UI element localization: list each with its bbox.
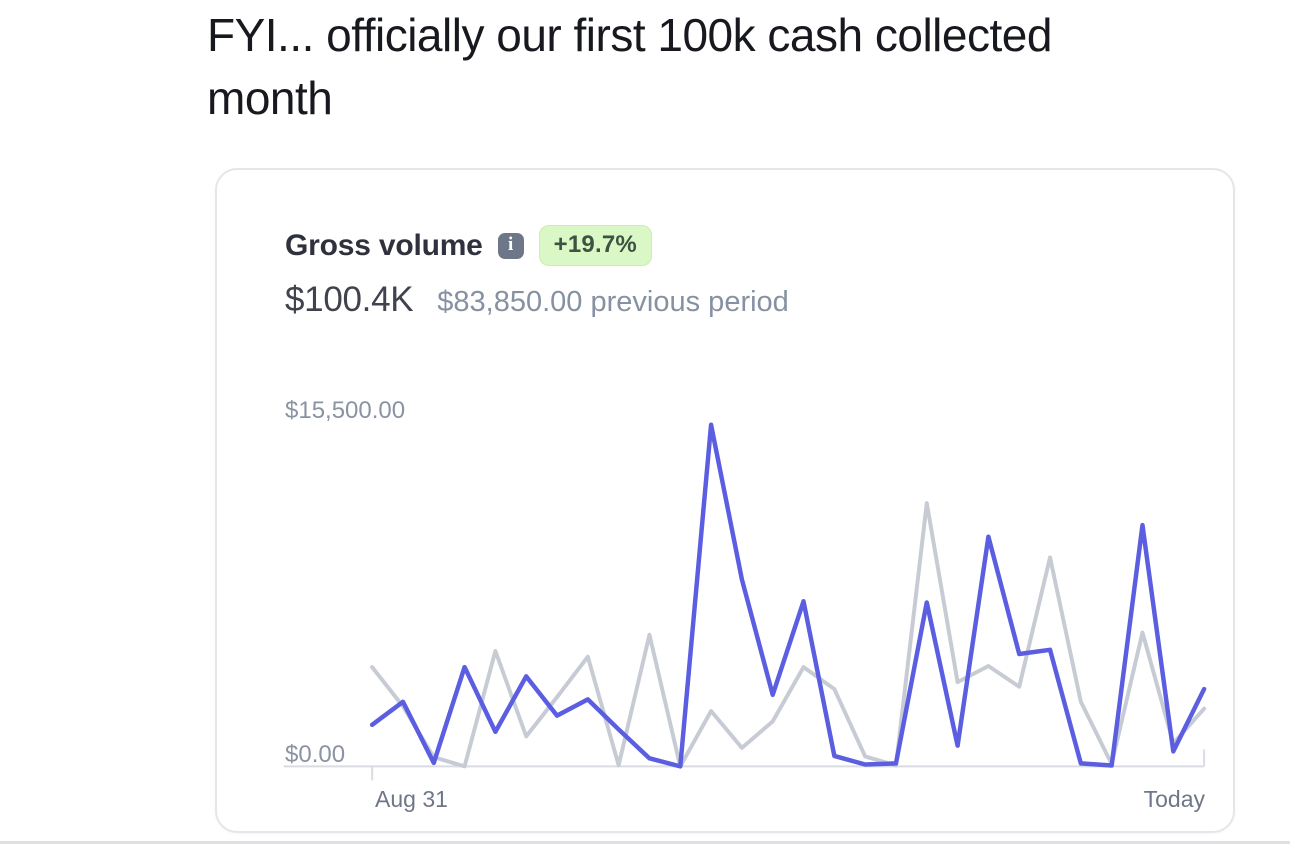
- info-icon[interactable]: i: [497, 232, 524, 259]
- previous-total: $83,850.00: [437, 286, 583, 318]
- metric-row: $100.4K $83,850.00 previous period: [285, 280, 789, 320]
- current-period-line: [369, 422, 1207, 769]
- metric-title: Gross volume: [285, 228, 483, 262]
- previous-suffix: previous period: [590, 286, 789, 318]
- x-axis-start-label: Aug 31: [375, 786, 448, 812]
- previous-period-text: $83,850.00 previous period: [437, 286, 789, 319]
- x-axis-end-label: Today: [1143, 786, 1205, 812]
- previous-period-line: [370, 501, 1207, 769]
- info-icon-glyph: i: [508, 234, 514, 255]
- y-axis-min-label: $0.00: [285, 741, 346, 768]
- current-total: $100.4K: [285, 280, 414, 319]
- bottom-divider: [0, 841, 1290, 844]
- delta-badge: +19.7%: [538, 225, 652, 266]
- gross-volume-line-chart: [283, 422, 1207, 781]
- y-axis-max-label: $15,500.00: [285, 397, 406, 424]
- post-title: FYI... officially our first 100k cash co…: [207, 9, 1052, 124]
- card-header: Gross volume i +19.7%: [285, 225, 652, 266]
- gross-volume-card: Gross volume i +19.7% $100.4K $83,850.00…: [215, 168, 1235, 833]
